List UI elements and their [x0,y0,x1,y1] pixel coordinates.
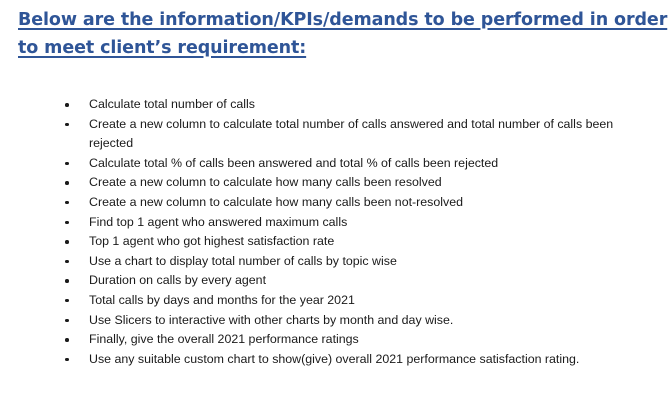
list-item: Create a new column to calculate how man… [65,173,625,193]
list-item-text: Use Slicers to interactive with other ch… [89,312,454,327]
list-item-text: Calculate total % of calls been answered… [89,155,499,170]
bullet-icon [65,161,69,166]
list-item-text: Total calls by days and months for the y… [89,292,355,307]
list-item-text: Create a new column to calculate total n… [89,116,614,151]
bullet-icon [65,220,69,225]
bullet-icon [65,181,69,185]
list-item-text: Create a new column to calculate how man… [89,194,463,209]
list-item-text: Finally, give the overall 2021 performan… [89,332,359,347]
heading-line-2: to meet client’s requirement: [18,38,307,58]
list-item: Use a chart to display total number of c… [65,252,625,272]
requirements-list: Calculate total number of calls Create a… [65,95,625,369]
bullet-icon [65,103,69,107]
list-item: Calculate total number of calls [65,95,625,115]
list-item: Duration on calls by every agent [65,271,625,291]
list-item-text: Use any suitable custom chart to show(gi… [89,351,580,366]
list-item: Use Slicers to interactive with other ch… [65,311,625,331]
list-item: Use any suitable custom chart to show(gi… [65,350,625,370]
bullet-icon [65,298,69,303]
list-item-text: Top 1 agent who got highest satisfaction… [89,234,335,249]
bullet-icon [65,318,69,323]
list-item: Create a new column to calculate how man… [65,193,625,213]
heading-line-1: Below are the information/KPIs/demands t… [18,10,668,30]
list-item: Find top 1 agent who answered maximum ca… [65,213,625,233]
bullet-icon [65,338,69,342]
list-item: Top 1 agent who got highest satisfaction… [65,232,625,252]
bullet-icon [65,259,69,264]
list-item: Calculate total % of calls been answered… [65,154,625,174]
page-heading: Below are the information/KPIs/demands t… [18,6,668,62]
list-item: Create a new column to calculate total n… [65,115,625,154]
list-item-text: Duration on calls by every agent [89,273,267,288]
list-item-text: Find top 1 agent who answered maximum ca… [89,214,348,229]
list-item-text: Calculate total number of calls [89,97,255,111]
bullet-icon [65,357,69,362]
bullet-icon [65,122,69,127]
list-item: Finally, give the overall 2021 performan… [65,330,625,350]
bullet-icon [65,240,69,244]
bullet-icon [65,279,69,283]
list-item: Total calls by days and months for the y… [65,291,625,311]
list-item-text: Create a new column to calculate how man… [89,175,442,190]
list-item-text: Use a chart to display total number of c… [89,253,397,268]
bullet-icon [65,200,69,205]
